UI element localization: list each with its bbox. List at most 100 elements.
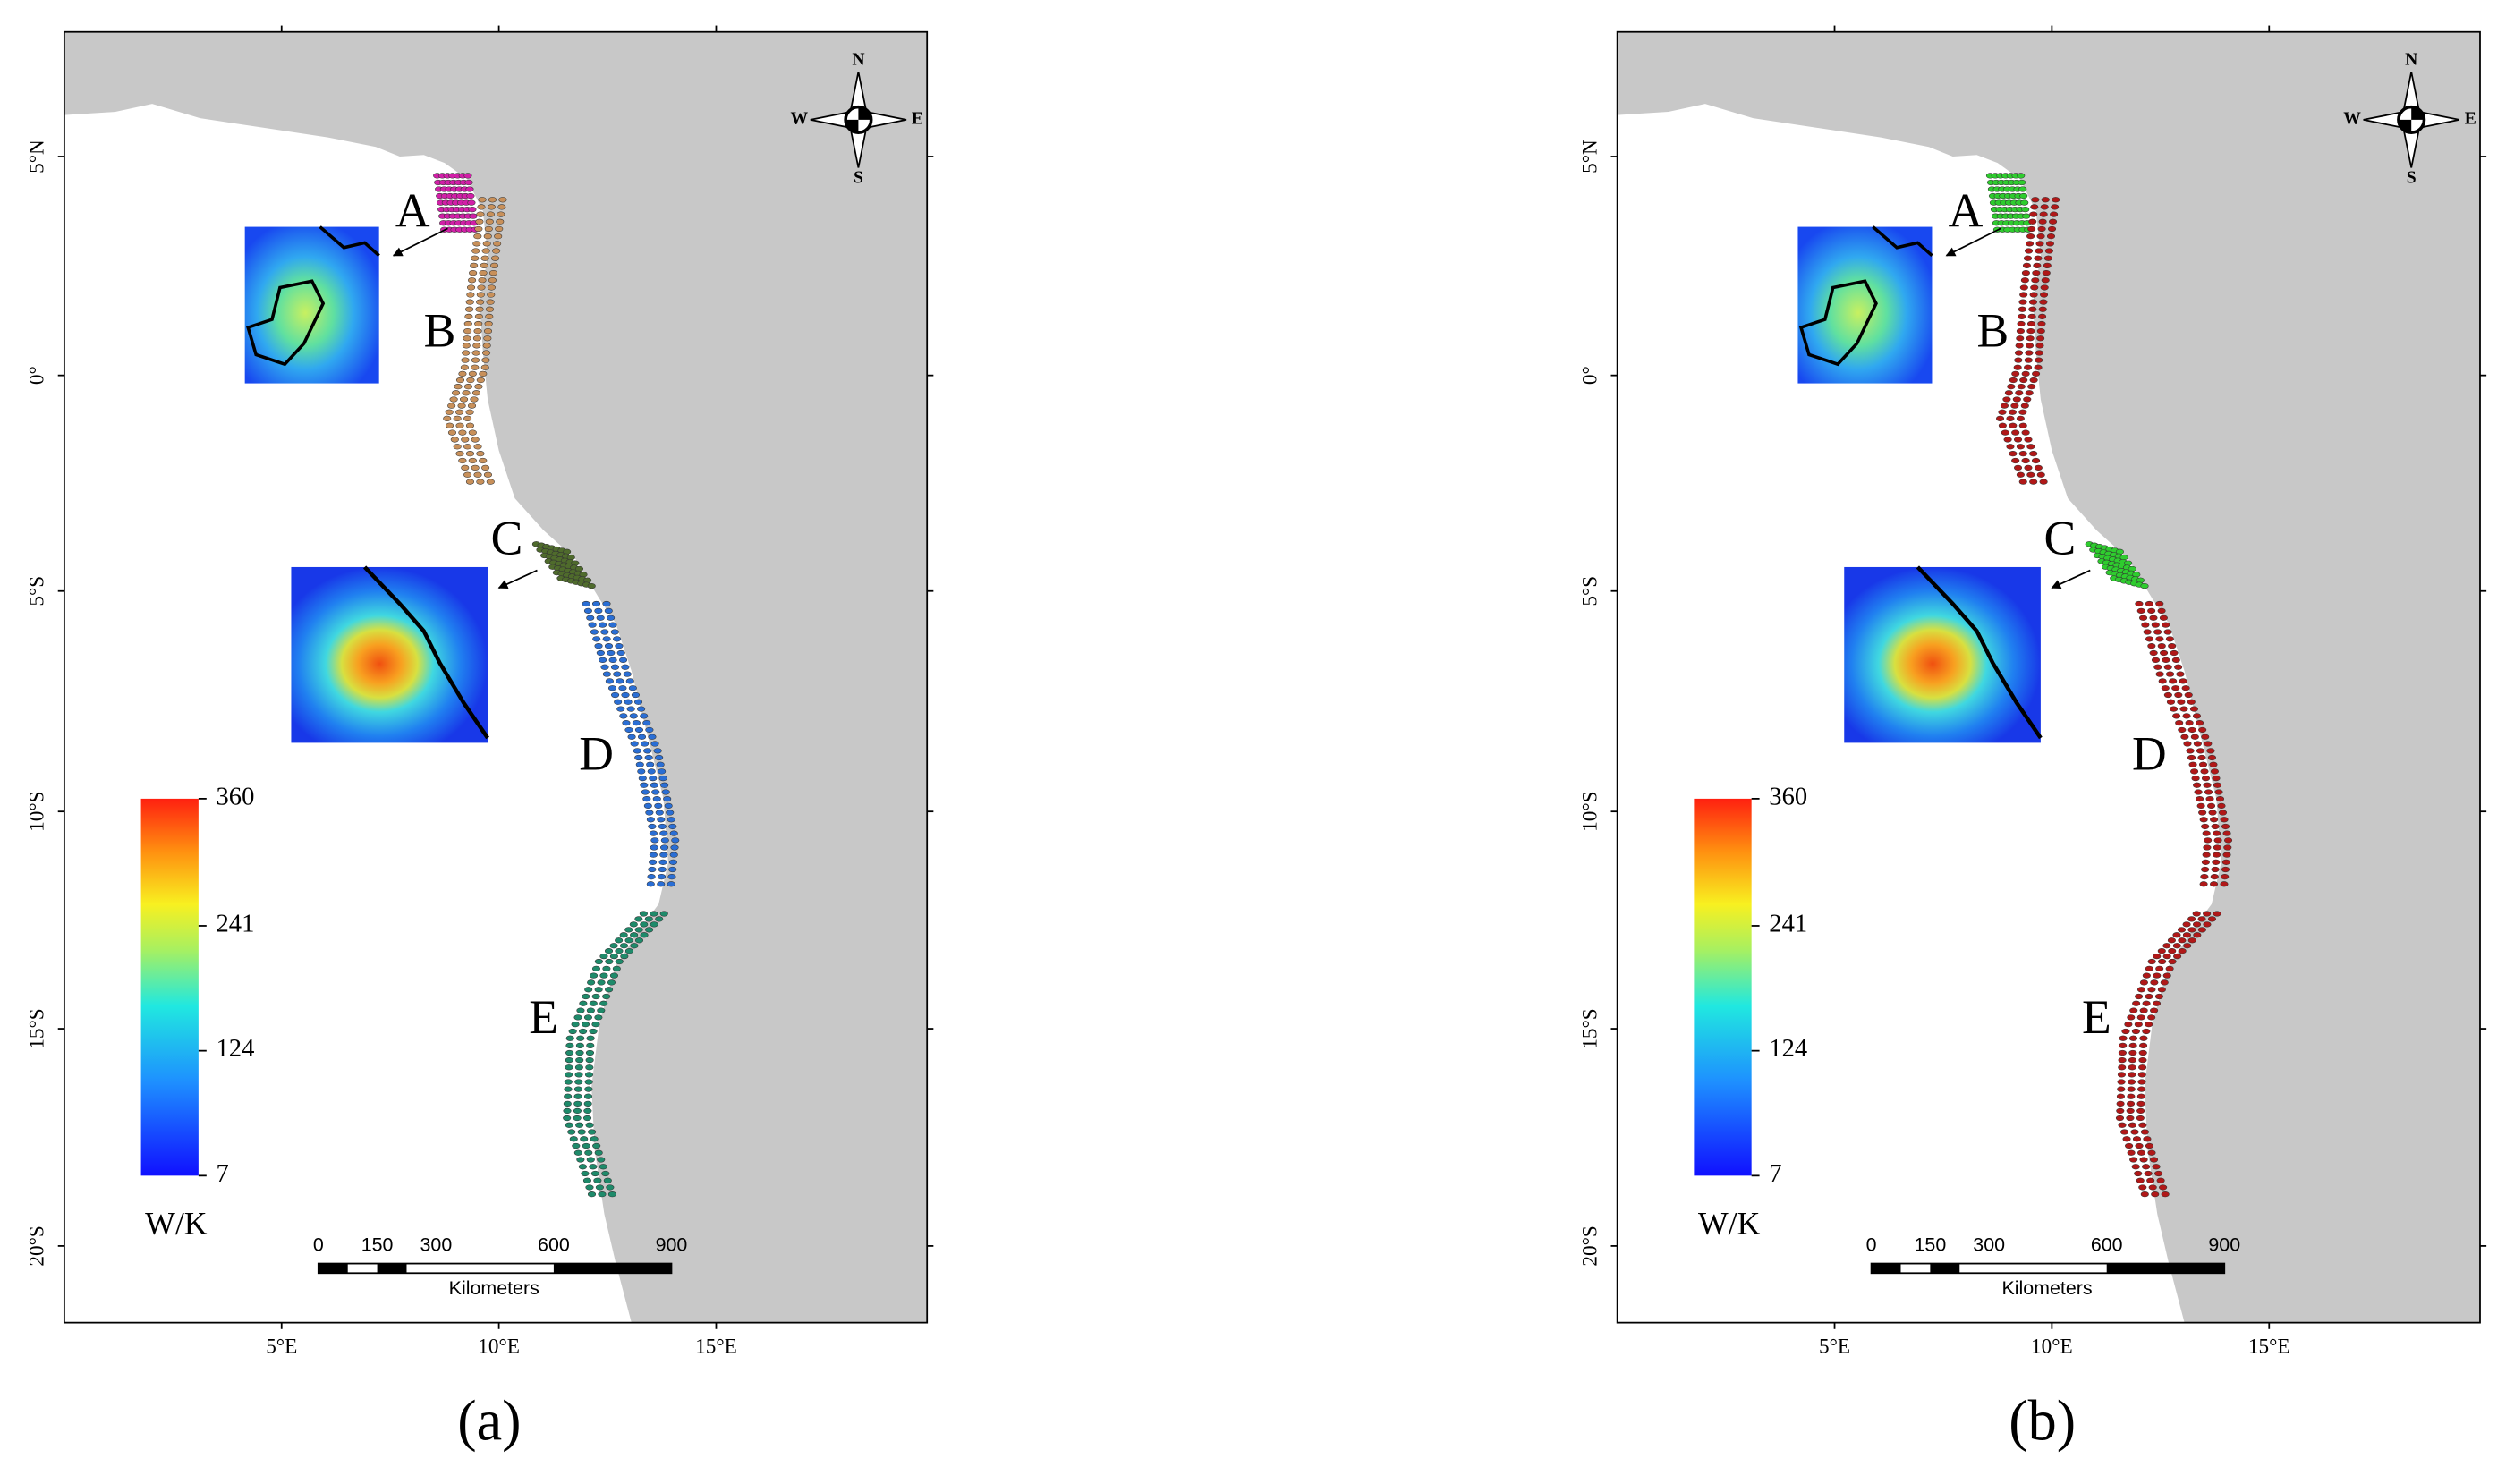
point — [621, 664, 630, 670]
point — [602, 993, 611, 1000]
point — [2158, 958, 2167, 965]
caption: (b) — [2009, 1388, 2076, 1452]
point — [607, 979, 616, 986]
point — [487, 292, 496, 298]
point — [465, 186, 474, 192]
point — [2032, 269, 2041, 276]
point — [2130, 1129, 2139, 1135]
point — [619, 713, 628, 719]
point — [2162, 943, 2171, 949]
scale-label: 600 — [538, 1234, 570, 1256]
point — [2117, 1079, 2126, 1085]
region-points — [582, 600, 680, 887]
point — [2017, 173, 2026, 179]
point — [2157, 607, 2166, 615]
point — [2138, 1064, 2147, 1071]
point — [2201, 775, 2211, 782]
scale-label: 900 — [2208, 1234, 2240, 1256]
point — [2154, 993, 2163, 1000]
point — [459, 396, 469, 403]
point — [2221, 823, 2230, 830]
point — [621, 691, 630, 699]
point — [613, 671, 622, 677]
point — [2137, 1079, 2146, 1085]
point — [2024, 464, 2033, 471]
point — [483, 328, 493, 335]
point — [2039, 299, 2048, 305]
point — [2144, 1170, 2153, 1177]
colorbar-label: 241 — [217, 911, 255, 938]
point — [2215, 796, 2225, 802]
longitude-label: 5°E — [1819, 1336, 1850, 1359]
point — [2145, 636, 2154, 642]
scale-label: 600 — [2091, 1234, 2123, 1256]
point — [2174, 664, 2183, 670]
point — [2124, 1022, 2133, 1028]
point — [564, 1093, 573, 1099]
point — [2187, 927, 2196, 933]
point — [2173, 953, 2182, 960]
point — [618, 685, 627, 691]
point — [476, 479, 485, 485]
point — [2118, 1064, 2127, 1071]
latitude-label: 0° — [1578, 366, 1601, 385]
point — [651, 789, 660, 795]
point — [582, 993, 590, 1000]
point — [2217, 802, 2226, 809]
point — [2116, 1093, 2125, 1099]
point — [587, 979, 596, 986]
inset-a — [1797, 226, 1933, 384]
point — [2135, 600, 2144, 607]
point — [2213, 911, 2221, 917]
point — [455, 409, 464, 415]
point — [2018, 186, 2027, 192]
point — [2169, 706, 2179, 712]
inset-c-coast — [362, 565, 489, 740]
point — [670, 844, 679, 851]
point — [488, 269, 498, 276]
point — [2140, 1129, 2149, 1135]
point — [663, 796, 672, 802]
point — [2176, 671, 2185, 677]
point — [486, 211, 495, 217]
point — [2008, 409, 2017, 415]
region-points — [443, 197, 507, 485]
point — [2018, 313, 2026, 320]
point — [2168, 958, 2177, 965]
compass-e: E — [912, 108, 923, 128]
point — [473, 233, 482, 240]
point — [642, 796, 651, 802]
point — [469, 213, 478, 219]
point — [443, 415, 452, 422]
point — [658, 823, 667, 830]
point — [450, 437, 459, 443]
point — [628, 685, 637, 691]
point — [602, 636, 611, 642]
point — [1998, 422, 2007, 428]
scale-segment — [1871, 1263, 1901, 1274]
point — [2178, 726, 2187, 734]
point — [2148, 1184, 2157, 1191]
latitude-label: 5°S — [26, 576, 49, 606]
point — [2128, 1064, 2136, 1071]
point — [585, 1049, 595, 1056]
point — [2150, 1007, 2159, 1013]
point — [616, 706, 625, 712]
point — [2036, 335, 2045, 342]
point — [569, 1136, 578, 1142]
point — [579, 1000, 588, 1006]
point — [483, 335, 492, 342]
point — [466, 192, 475, 199]
point — [668, 866, 677, 873]
point — [2138, 1122, 2147, 1128]
point — [659, 830, 668, 836]
point — [575, 1049, 584, 1056]
point — [594, 958, 603, 965]
point — [2042, 269, 2051, 276]
point — [586, 1035, 595, 1041]
point — [2037, 320, 2046, 327]
scale-segment — [553, 1263, 672, 1274]
point — [2167, 937, 2176, 944]
point — [471, 248, 480, 254]
point — [2151, 657, 2161, 664]
